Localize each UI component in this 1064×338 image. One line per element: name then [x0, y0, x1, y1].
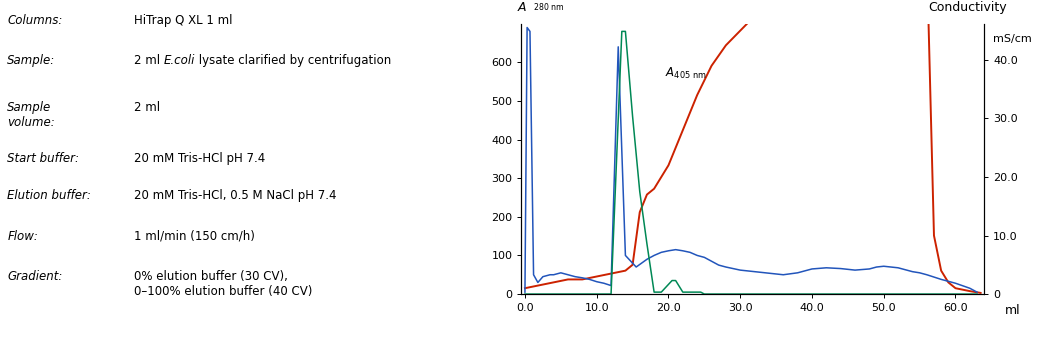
Text: 2 ml: 2 ml	[134, 54, 164, 67]
Text: mS/cm: mS/cm	[994, 34, 1032, 45]
Text: Sample:: Sample:	[7, 54, 55, 67]
Text: 20 mM Tris-HCl, 0.5 M NaCl pH 7.4: 20 mM Tris-HCl, 0.5 M NaCl pH 7.4	[134, 189, 336, 202]
Text: ml: ml	[1005, 304, 1020, 317]
Text: 1 ml/min (150 cm/h): 1 ml/min (150 cm/h)	[134, 230, 254, 243]
Text: Columns:: Columns:	[7, 14, 63, 26]
Text: 20 mM Tris-HCl pH 7.4: 20 mM Tris-HCl pH 7.4	[134, 152, 265, 165]
Text: Gradient:: Gradient:	[7, 270, 63, 283]
Text: HiTrap Q XL 1 ml: HiTrap Q XL 1 ml	[134, 14, 232, 26]
Text: $\mathregular{_{280\ nm}}$: $\mathregular{_{280\ nm}}$	[533, 2, 564, 14]
Text: lysate clarified by centrifugation: lysate clarified by centrifugation	[195, 54, 392, 67]
Text: 0% elution buffer (30 CV),
0–100% elution buffer (40 CV): 0% elution buffer (30 CV), 0–100% elutio…	[134, 270, 312, 298]
Text: Sample
volume:: Sample volume:	[7, 101, 55, 129]
Text: Elution buffer:: Elution buffer:	[7, 189, 92, 202]
Text: Flow:: Flow:	[7, 230, 38, 243]
Text: $\mathit{A}$$\mathregular{_{405\ nm}}$: $\mathit{A}$$\mathregular{_{405\ nm}}$	[665, 66, 706, 81]
Text: 2 ml: 2 ml	[134, 101, 160, 114]
Text: Start buffer:: Start buffer:	[7, 152, 80, 165]
Text: $\mathit{A}$: $\mathit{A}$	[517, 1, 527, 14]
Text: E.coli: E.coli	[164, 54, 195, 67]
Text: Conductivity: Conductivity	[929, 1, 1008, 14]
